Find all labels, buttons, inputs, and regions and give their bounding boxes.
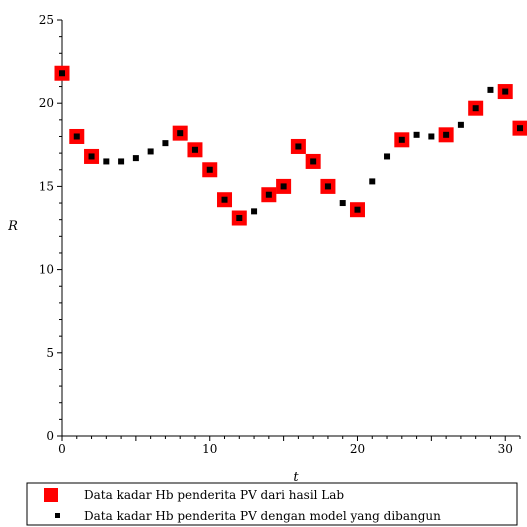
model-data-point bbox=[384, 153, 391, 160]
model-data-point bbox=[398, 136, 405, 143]
model-data-point bbox=[59, 70, 65, 77]
model-data-point bbox=[280, 183, 287, 190]
data-series bbox=[54, 65, 527, 226]
axis-ticks: 0 10 20 30 0 5 10 15 20 25 bbox=[39, 13, 521, 456]
y-tick-label: 20 bbox=[39, 96, 54, 110]
x-axis-label: t bbox=[293, 470, 299, 485]
legend: Data kadar Hb penderita PV dari hasil La… bbox=[26, 482, 518, 526]
x-tick-label: 20 bbox=[350, 442, 365, 456]
x-tick-label: 30 bbox=[498, 442, 513, 456]
model-data-point bbox=[413, 131, 420, 138]
model-data-point bbox=[118, 158, 125, 165]
model-data-point bbox=[88, 153, 95, 160]
legend-marker-lab bbox=[44, 488, 58, 502]
model-data-point bbox=[73, 133, 80, 140]
x-tick-label: 0 bbox=[58, 442, 66, 456]
model-data-point bbox=[472, 105, 479, 112]
legend-label-model: Data kadar Hb penderita PV dengan model … bbox=[84, 509, 441, 523]
model-data-point bbox=[443, 131, 450, 138]
legend-label-lab: Data kadar Hb penderita PV dari hasil La… bbox=[84, 488, 344, 502]
model-data-point bbox=[147, 148, 154, 155]
model-data-point bbox=[369, 178, 376, 185]
y-tick-label: 0 bbox=[46, 429, 54, 443]
y-tick-label: 15 bbox=[39, 179, 54, 193]
legend-box bbox=[26, 482, 518, 526]
model-data-point bbox=[517, 125, 523, 132]
model-data-point bbox=[191, 146, 198, 153]
model-data-point bbox=[251, 208, 258, 215]
model-data-point bbox=[487, 86, 494, 93]
model-data-point bbox=[324, 183, 331, 190]
axes bbox=[61, 20, 520, 437]
model-data-point bbox=[428, 133, 435, 140]
model-data-point bbox=[221, 196, 228, 203]
model-data-point bbox=[295, 143, 302, 150]
legend-marker-model bbox=[55, 513, 60, 518]
model-data-point bbox=[236, 215, 243, 222]
model-data-point bbox=[206, 166, 213, 173]
y-axis-label: R bbox=[7, 219, 18, 234]
model-data-point bbox=[265, 191, 272, 198]
model-data-point bbox=[310, 158, 317, 165]
model-data-point bbox=[177, 130, 184, 137]
y-tick-label: 10 bbox=[39, 263, 54, 277]
y-tick-label: 5 bbox=[46, 346, 54, 360]
model-data-point bbox=[354, 206, 361, 213]
model-data-point bbox=[103, 158, 110, 165]
model-data-point bbox=[132, 155, 139, 162]
model-data-point bbox=[502, 88, 509, 95]
model-data-point bbox=[162, 140, 169, 147]
model-data-point bbox=[457, 121, 464, 128]
x-tick-label: 10 bbox=[202, 442, 217, 456]
y-tick-label: 25 bbox=[39, 13, 54, 27]
model-data-point bbox=[339, 200, 346, 207]
